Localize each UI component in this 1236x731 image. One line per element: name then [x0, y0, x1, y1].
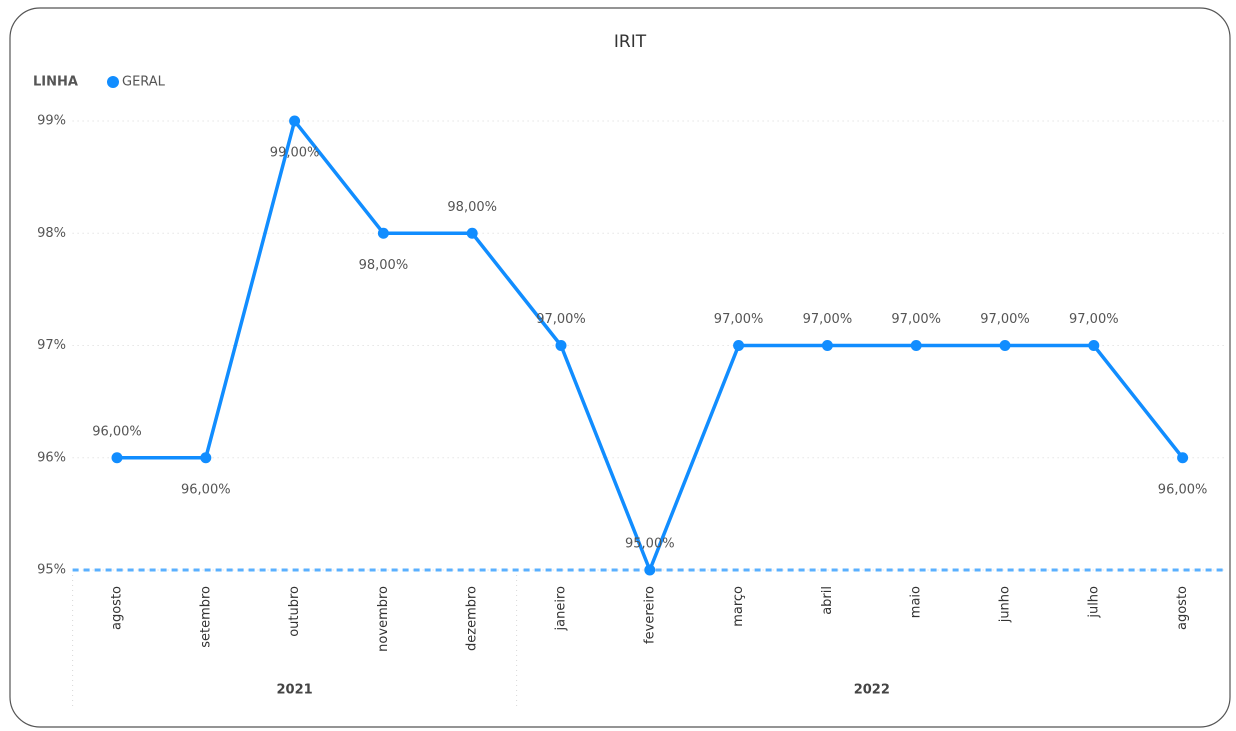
x-tick-label: agosto — [1175, 586, 1190, 630]
data-point — [1177, 452, 1189, 464]
data-label: 96,00% — [1158, 482, 1208, 497]
y-tick-label: 98% — [37, 226, 66, 241]
x-tick-label: setembro — [198, 586, 213, 648]
data-point — [999, 340, 1011, 351]
x-tick-label: março — [731, 586, 746, 627]
frame — [9, 7, 1231, 728]
data-point — [910, 340, 922, 351]
data-point — [289, 115, 301, 127]
legend-title: LINHA — [33, 75, 78, 90]
x-tick-label: novembro — [376, 586, 391, 652]
data-label: 99,00% — [270, 146, 320, 161]
data-point — [644, 564, 656, 576]
data-point — [111, 452, 123, 464]
x-tick-label: janeiro — [554, 586, 569, 631]
legend-label: GERAL — [122, 75, 166, 90]
y-tick-label: 95% — [37, 563, 66, 578]
year-label: 2021 — [277, 683, 313, 698]
y-tick-label: 96% — [37, 450, 66, 465]
x-tick-label: dezembro — [465, 586, 480, 651]
data-label: 97,00% — [891, 312, 941, 327]
data-point — [200, 452, 212, 464]
chart-title: IRIT — [614, 32, 647, 52]
data-point — [733, 340, 745, 351]
data-point — [1088, 340, 1100, 351]
data-label: 96,00% — [181, 482, 231, 497]
data-label: 97,00% — [714, 312, 764, 327]
data-point — [466, 227, 478, 239]
data-label: 95,00% — [625, 537, 675, 552]
x-tick-label: fevereiro — [642, 586, 657, 644]
x-tick-label: junho — [998, 586, 1013, 623]
data-label: 98,00% — [359, 258, 409, 273]
year-label: 2022 — [854, 683, 890, 698]
data-label: 97,00% — [1069, 312, 1119, 327]
data-label: 98,00% — [447, 200, 497, 215]
data-label: 97,00% — [536, 312, 586, 327]
x-tick-label: outubro — [287, 586, 302, 637]
data-label: 96,00% — [92, 424, 142, 439]
data-point — [555, 340, 567, 351]
x-tick-label: agosto — [110, 586, 125, 630]
legend-marker — [107, 76, 119, 88]
data-point — [821, 340, 833, 351]
y-tick-label: 97% — [37, 338, 66, 353]
x-tick-label: julho — [1086, 586, 1101, 619]
data-label: 97,00% — [803, 312, 853, 327]
data-point — [377, 227, 389, 239]
data-label: 97,00% — [980, 312, 1030, 327]
x-tick-label: maio — [909, 586, 924, 618]
y-tick-label: 99% — [37, 114, 66, 129]
x-tick-label: abril — [820, 586, 835, 615]
